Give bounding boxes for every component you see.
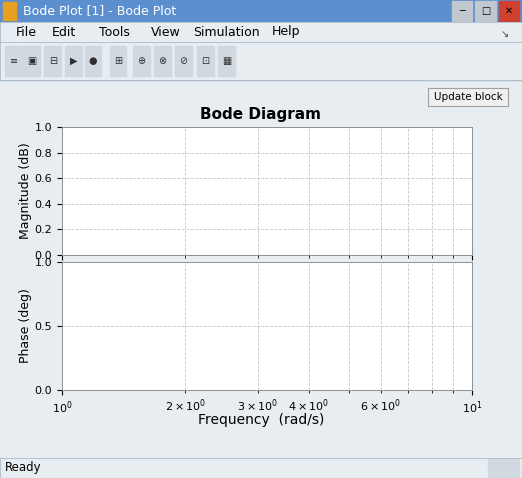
Y-axis label: Magnitude (dB): Magnitude (dB) — [19, 142, 32, 239]
Text: ▶: ▶ — [70, 56, 77, 66]
Bar — [488, 459, 519, 477]
Bar — [154, 46, 171, 76]
Text: ≡: ≡ — [9, 56, 18, 66]
Y-axis label: Phase (deg): Phase (deg) — [19, 289, 32, 363]
Bar — [175, 46, 192, 76]
Bar — [499, 1, 519, 21]
Text: View: View — [151, 25, 181, 39]
Bar — [44, 46, 61, 76]
Text: File: File — [16, 25, 37, 39]
Text: ⊗: ⊗ — [158, 56, 167, 66]
Bar — [110, 46, 126, 76]
Bar — [452, 1, 472, 21]
Text: ●: ● — [89, 56, 97, 66]
Text: Edit: Edit — [52, 25, 76, 39]
Text: ⊘: ⊘ — [179, 56, 187, 66]
Bar — [3, 2, 16, 20]
Bar — [5, 46, 22, 76]
Text: ↘: ↘ — [501, 29, 509, 39]
Bar — [475, 1, 496, 21]
Text: Help: Help — [271, 25, 300, 39]
Text: Update block: Update block — [434, 92, 502, 102]
Bar — [23, 46, 40, 76]
Bar — [65, 46, 82, 76]
Bar — [85, 46, 101, 76]
Bar — [197, 46, 214, 76]
Text: ⊟: ⊟ — [49, 56, 57, 66]
Text: Ready: Ready — [5, 461, 42, 475]
Text: Simulation: Simulation — [193, 25, 260, 39]
Text: ▣: ▣ — [27, 56, 37, 66]
Text: Frequency  (rad/s): Frequency (rad/s) — [198, 413, 324, 427]
Text: ✕: ✕ — [505, 6, 513, 16]
Bar — [133, 46, 150, 76]
Text: Bode Diagram: Bode Diagram — [200, 108, 322, 122]
Text: ─: ─ — [459, 6, 465, 16]
Text: ▦: ▦ — [222, 56, 231, 66]
Text: Tools: Tools — [99, 25, 130, 39]
Text: ⊕: ⊕ — [137, 56, 146, 66]
Text: ⊡: ⊡ — [201, 56, 210, 66]
Text: ⊞: ⊞ — [114, 56, 122, 66]
Text: Bode Plot [1] - Bode Plot: Bode Plot [1] - Bode Plot — [23, 4, 177, 18]
Bar — [218, 46, 235, 76]
Text: □: □ — [481, 6, 490, 16]
